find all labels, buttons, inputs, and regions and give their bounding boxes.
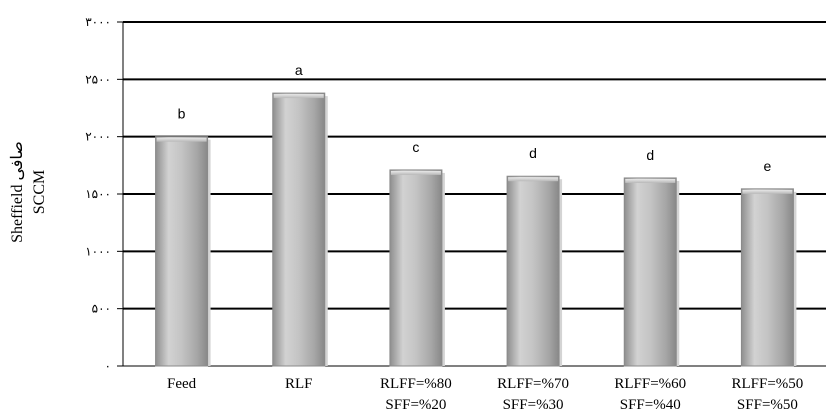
x-category-label: SFF=%20 [385,397,446,413]
y-tick-label: ۳۰۰۰ [85,15,111,29]
x-category-label: SFF=%30 [503,397,564,413]
data-label: b [178,106,186,122]
bar [740,188,794,367]
x-category-label: SFF=%50 [737,397,798,413]
bars [155,92,797,367]
data-label: d [529,145,537,161]
bar [506,175,560,367]
y-axis-label: Sheffield صافی SCCM [9,141,48,243]
x-category-label: RLFF=%70 [497,376,569,392]
axes [117,21,826,367]
x-category-label: SFF=%40 [620,397,681,413]
data-label: c [412,139,419,155]
x-category-label: RLFF=%50 [732,376,804,392]
bar [389,169,443,367]
bar [272,92,326,367]
y-tick-label: ۰ [105,359,111,373]
data-label: a [295,62,303,78]
y-tick-label: ۱۵۰۰ [85,187,111,201]
bar [623,177,677,367]
bar-cap [742,189,793,194]
x-category-label: RLFF=%60 [614,376,686,392]
y-axis-label-line: SCCM [31,170,48,214]
y-tick-labels: ۰ ۵۰۰ ۱۰۰۰ ۱۵۰۰ ۲۰۰۰ ۲۵۰۰ ۳۰۰۰ [85,15,111,373]
data-label: d [646,147,654,163]
bar-cap [156,137,207,142]
y-axis-label-line: Sheffield صافی [9,141,26,243]
x-category-label: RLFF=%80 [380,376,452,392]
bar-cap [273,94,324,99]
bar-cap [390,170,441,175]
bar-cap [625,178,676,183]
data-labels: b a c d d e [178,62,772,174]
y-tick-label: ۱۰۰۰ [85,244,111,258]
bar [155,136,209,367]
x-category-labels: Feed RLF RLFF=%80 SFF=%20 RLFF=%70 SFF=%30 RLF… [167,376,803,413]
y-tick-label: ۲۰۰۰ [85,130,111,144]
gridlines [123,21,826,310]
y-tick-label: ۵۰۰ [92,302,111,316]
data-label: e [764,158,772,174]
x-category-label: Feed [167,376,197,392]
bar-cap [508,177,559,182]
x-category-label: RLF [285,376,313,392]
y-tick-label: ۲۵۰۰ [85,72,111,86]
